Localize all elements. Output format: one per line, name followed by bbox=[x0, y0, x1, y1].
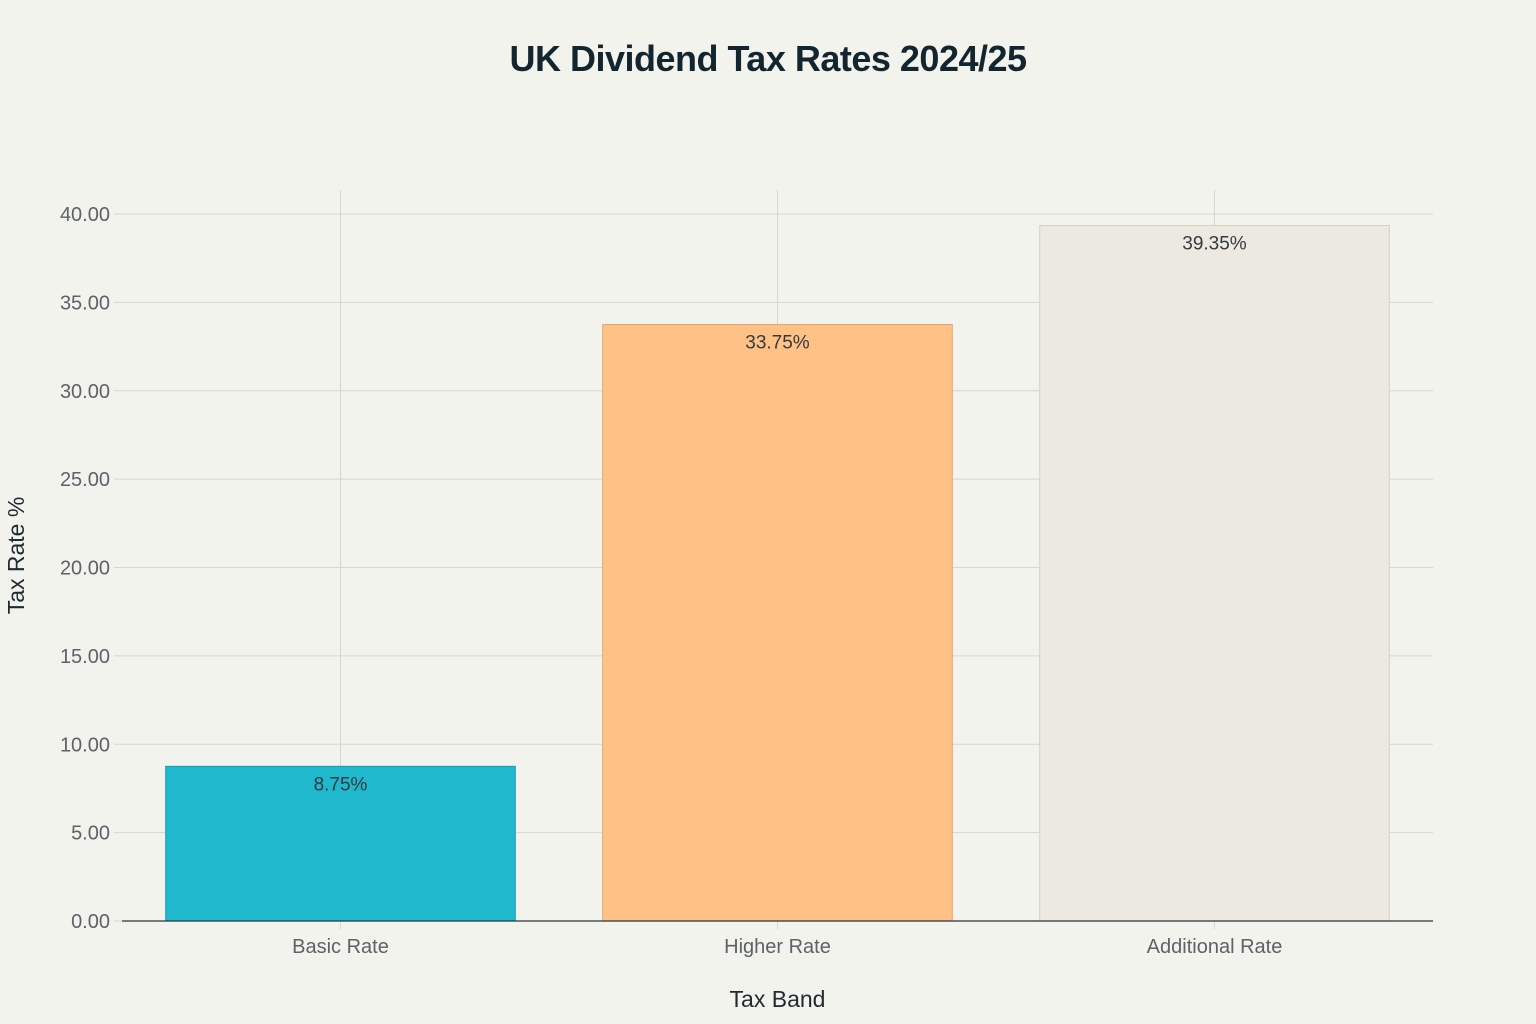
bar-higher-rate bbox=[602, 323, 953, 922]
y-tick-label: 30.00 bbox=[60, 381, 110, 403]
y-tick-label: 35.00 bbox=[60, 292, 110, 314]
y-tick-label: 25.00 bbox=[60, 469, 110, 491]
data-label: 33.75% bbox=[745, 332, 810, 353]
y-tick-label: 20.00 bbox=[60, 558, 110, 580]
chart-title: UK Dividend Tax Rates 2024/25 bbox=[509, 38, 1027, 79]
bar-basic-rate bbox=[165, 765, 516, 922]
data-labels: 8.75% 33.75% 39.35% bbox=[314, 233, 1247, 795]
x-axis-title: Tax Band bbox=[730, 986, 826, 1012]
data-label: 39.35% bbox=[1182, 233, 1247, 254]
x-tick-label: Higher Rate bbox=[724, 936, 831, 958]
y-tick-label: 0.00 bbox=[71, 911, 110, 933]
y-tick-label: 5.00 bbox=[71, 823, 110, 845]
bars bbox=[165, 224, 1390, 922]
y-tick-label: 10.00 bbox=[60, 734, 110, 756]
bar-additional-rate bbox=[1039, 224, 1390, 922]
x-tick-label: Basic Rate bbox=[292, 936, 389, 958]
x-tick-label: Additional Rate bbox=[1147, 936, 1283, 958]
y-tick-label: 40.00 bbox=[60, 204, 110, 226]
axes: 0.00 5.00 10.00 15.00 20.00 25.00 30.00 35.00 40… bbox=[60, 204, 1433, 958]
data-label: 8.75% bbox=[314, 774, 368, 795]
y-axis-title: Tax Rate % bbox=[3, 497, 29, 615]
y-tick-label: 15.00 bbox=[60, 646, 110, 668]
